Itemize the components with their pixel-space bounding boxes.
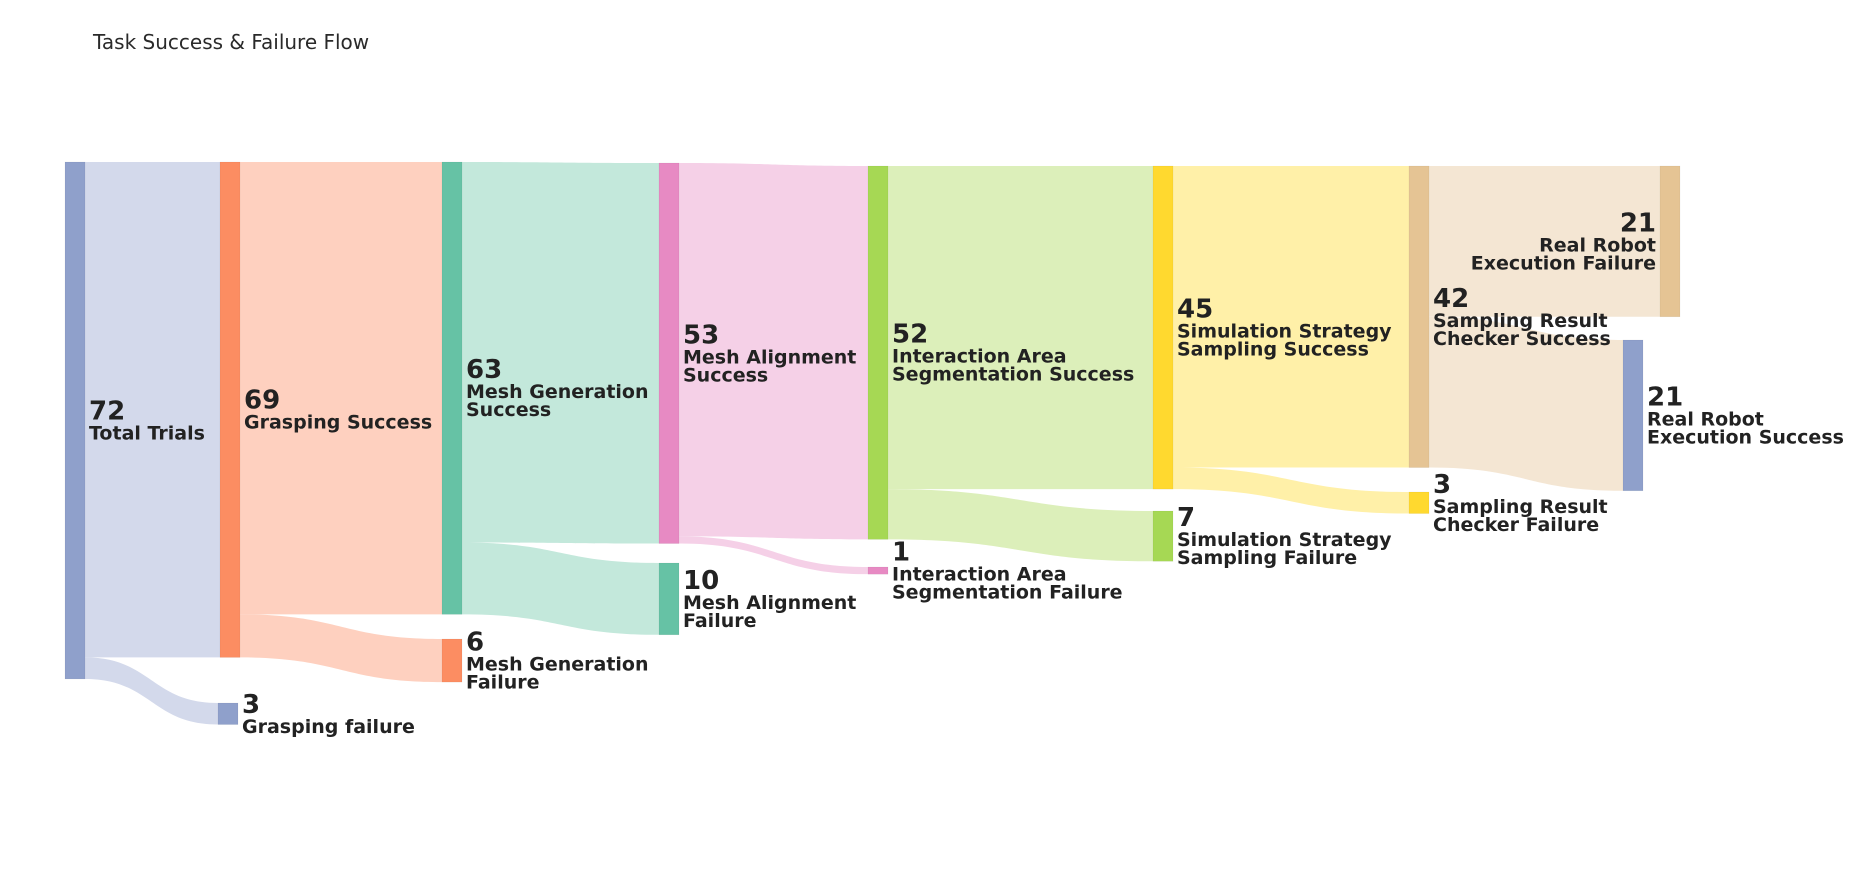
node-label-line: Failure [683, 610, 757, 632]
sankey-node-align_f[interactable] [658, 562, 680, 636]
node-value: 72 [89, 396, 125, 426]
node-value: 21 [1620, 208, 1656, 238]
node-label-line: Segmentation Success [892, 364, 1134, 386]
sankey-node-seg_f[interactable] [867, 566, 889, 575]
node-label-line: Failure [466, 672, 540, 694]
node-label-line: Execution Failure [1471, 252, 1656, 274]
node-label-line: Sampling Result [1433, 310, 1608, 332]
node-label-line: Real Robot [1647, 408, 1764, 430]
node-label-line: Execution Success [1647, 426, 1844, 448]
sankey-links [85, 162, 1660, 725]
node-label-line: Simulation Strategy [1177, 321, 1392, 343]
node-value: 3 [1433, 470, 1451, 500]
node-value: 10 [683, 566, 719, 596]
node-value: 7 [1177, 503, 1195, 533]
node-label-line: Grasping failure [242, 716, 415, 738]
sankey-link-chk_s-to-robot_s[interactable] [1429, 316, 1623, 491]
node-label-line: Real Robot [1539, 234, 1656, 256]
sankey-node-robot_f[interactable] [1659, 165, 1681, 318]
node-label-line: Interaction Area [892, 346, 1067, 368]
node-label-line: Mesh Alignment [683, 346, 856, 368]
sankey-node-seg_s[interactable] [867, 165, 889, 540]
sankey-link-mesh_s-to-align_f[interactable] [462, 542, 659, 635]
sankey-link-chk_s-to-robot_f[interactable] [1429, 166, 1660, 317]
node-label-line: Success [683, 364, 768, 386]
sankey-link-seg_s-to-sim_f[interactable] [888, 489, 1153, 562]
sankey-nodes [64, 161, 1681, 725]
node-label-line: Simulation Strategy [1177, 529, 1392, 551]
node-label-line: Segmentation Failure [892, 582, 1123, 604]
sankey-link-total-to-grasp_f[interactable] [85, 657, 218, 725]
sankey-link-grasp_s-to-mesh_f[interactable] [240, 614, 442, 683]
sankey-link-total-to-grasp_s[interactable] [85, 162, 220, 658]
node-value: 21 [1647, 382, 1683, 412]
sankey-node-robot_s[interactable] [1622, 339, 1644, 492]
node-label-line: Grasping Success [244, 412, 432, 434]
node-label-line: Interaction Area [892, 564, 1067, 586]
node-label-line: Sampling Success [1177, 339, 1369, 361]
node-label-line: Checker Success [1433, 328, 1611, 350]
node-value: 42 [1433, 284, 1469, 314]
node-value: 53 [683, 320, 719, 350]
sankey-node-grasp_f[interactable] [217, 702, 239, 725]
sankey-link-align_s-to-seg_f[interactable] [679, 536, 868, 575]
node-label-line: Mesh Alignment [683, 592, 856, 614]
sankey-link-grasp_s-to-mesh_s[interactable] [240, 162, 442, 615]
sankey-node-chk_f[interactable] [1408, 491, 1430, 514]
node-label-line: Mesh Generation [466, 654, 649, 676]
node-label-line: Total Trials [89, 422, 205, 444]
sankey-link-mesh_s-to-align_s[interactable] [462, 162, 659, 544]
sankey-node-sim_s[interactable] [1152, 165, 1174, 490]
node-label-line: Mesh Generation [466, 381, 649, 403]
node-label-line: Sampling Failure [1177, 547, 1357, 569]
sankey-link-sim_s-to-chk_f[interactable] [1173, 467, 1409, 514]
sankey-node-mesh_f[interactable] [441, 638, 463, 683]
sankey-node-total[interactable] [64, 161, 86, 680]
sankey-node-chk_s[interactable] [1408, 165, 1430, 468]
node-value: 6 [466, 628, 484, 658]
node-label-line: Sampling Result [1433, 496, 1608, 518]
sankey-node-sim_f[interactable] [1152, 510, 1174, 562]
node-value: 69 [244, 386, 280, 416]
sankey-link-sim_s-to-chk_s[interactable] [1173, 166, 1409, 468]
node-value: 52 [892, 320, 928, 350]
node-label-line: Checker Failure [1433, 514, 1599, 536]
sankey-node-mesh_s[interactable] [441, 161, 463, 615]
node-value: 1 [892, 538, 910, 568]
node-value: 3 [242, 690, 260, 720]
sankey-node-align_s[interactable] [658, 162, 680, 544]
node-value: 45 [1177, 295, 1213, 325]
node-label-line: Success [466, 399, 551, 421]
sankey-link-seg_s-to-sim_s[interactable] [888, 166, 1153, 490]
sankey-node-grasp_s[interactable] [219, 161, 241, 658]
sankey-link-align_s-to-seg_s[interactable] [679, 163, 868, 540]
node-value: 63 [466, 355, 502, 385]
chart-title: Task Success & Failure Flow [93, 30, 370, 54]
